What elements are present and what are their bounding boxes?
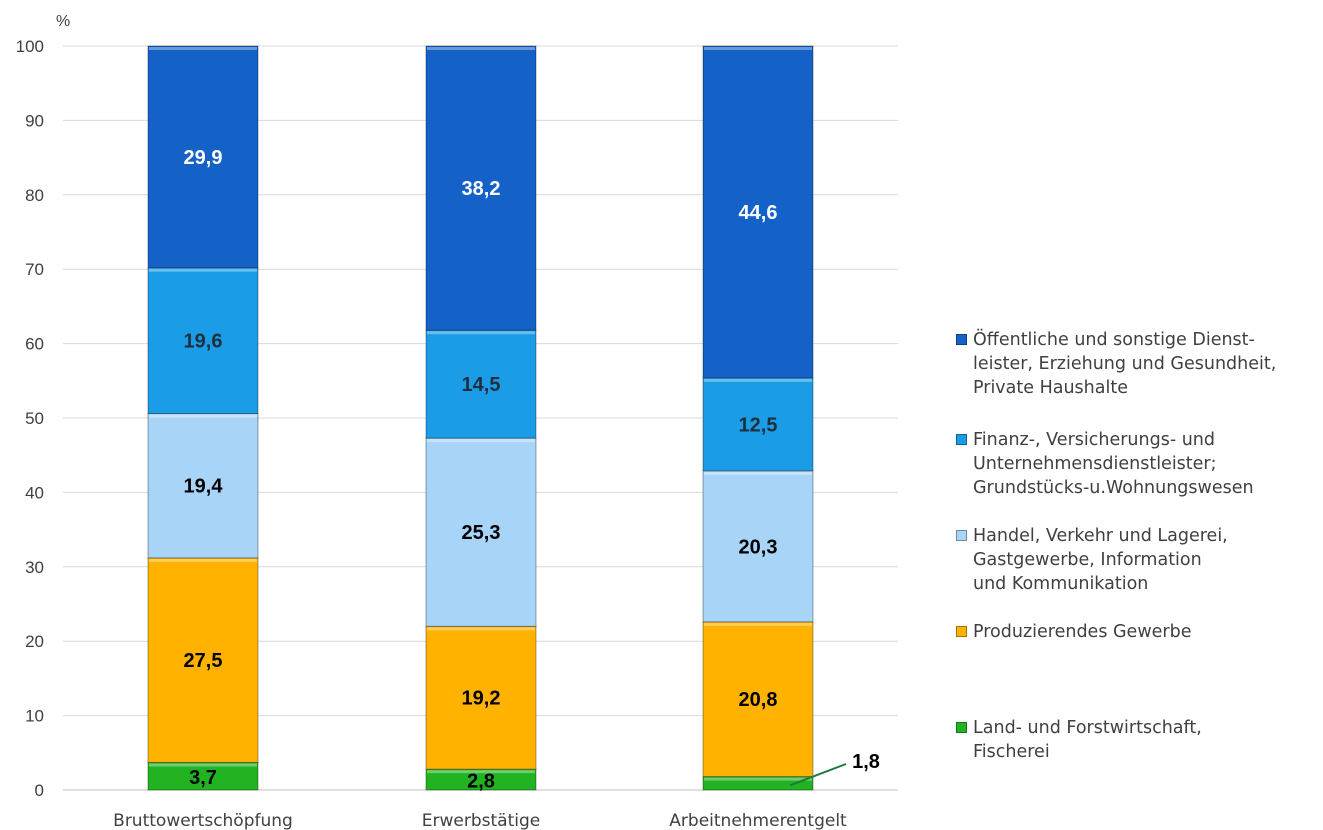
legend-label: Öffentliche und sonstige Dienst- leister… (973, 330, 1277, 398)
data-label: 20,3 (739, 536, 778, 558)
leader-line (789, 763, 847, 787)
y-tick-label: 70 (25, 260, 44, 279)
bar-segment-highlight (704, 47, 812, 50)
y-tick-label: 10 (25, 707, 44, 726)
legend-swatch (956, 626, 967, 637)
legend-item: Finanz-, Versicherungs- und Unternehmens… (956, 428, 1254, 500)
y-tick-label: 50 (25, 409, 44, 428)
bar-segment-highlight (427, 439, 535, 443)
bar-segment-highlight (149, 47, 257, 50)
legend-item: Handel, Verkehr und Lagerei, Gastgewerbe… (956, 524, 1228, 596)
data-label: 19,2 (462, 688, 501, 710)
data-label: 14,5 (462, 374, 501, 396)
x-axis-tick-labels: Bruttowertschöpfung Erwerbstätige Arbeitne… (113, 811, 847, 830)
data-label: 19,4 (184, 476, 224, 498)
bar-segment-highlight (149, 268, 257, 272)
legend-item: Produzierendes Gewerbe (956, 620, 1191, 644)
bar-segments (147, 45, 814, 791)
y-tick-label: 80 (25, 186, 44, 205)
bar-segment (702, 470, 814, 623)
bar-segment (147, 413, 259, 559)
data-labels: 3,7 27,5 19,4 19,6 29,9 2,8 19,2 25,3 14,5 38,2 1,… (184, 147, 880, 793)
bar-segment-highlight (149, 763, 257, 767)
bar-segment-highlight (427, 627, 535, 631)
bar-segment-highlight (704, 777, 812, 781)
bar-segment-highlight (427, 47, 535, 50)
bar-segment (425, 437, 537, 627)
legend-swatch (956, 434, 967, 445)
legend-label: Produzierendes Gewerbe (973, 622, 1192, 642)
y-axis-unit-label: % (56, 13, 70, 30)
data-label: 1,8 (852, 751, 880, 773)
legend-swatch (956, 530, 967, 541)
bar-segment (425, 329, 537, 439)
x-tick-label: Arbeitnehmerentgelt (669, 811, 847, 830)
data-label: 27,5 (184, 650, 223, 672)
legend-label: Finanz-, Versicherungs- und Unternehmens… (973, 430, 1254, 498)
data-label: 19,6 (184, 331, 223, 353)
data-label: 3,7 (189, 767, 217, 789)
legend-swatch (956, 334, 967, 345)
legend-label: Handel, Verkehr und Lagerei, Gastgewerbe… (973, 526, 1228, 594)
legend: Öffentliche und sonstige Dienst- leister… (956, 0, 1316, 830)
data-label: 29,9 (184, 147, 223, 169)
y-axis-tick-labels: 0 10 20 30 40 50 60 70 80 90 100 (16, 37, 44, 800)
bar-segment-highlight (704, 471, 812, 475)
y-tick-label: 30 (25, 558, 44, 577)
bar-segment (147, 45, 259, 269)
y-tick-label: 100 (16, 37, 44, 56)
data-label: 25,3 (462, 522, 501, 544)
data-label: 38,2 (462, 178, 501, 200)
x-tick-label: Bruttowertschöpfung (113, 811, 293, 830)
bar-segment (702, 377, 814, 472)
legend-swatch (956, 722, 967, 733)
y-tick-label: 40 (25, 483, 44, 502)
x-tick-label: Erwerbstätige (422, 811, 540, 830)
bar-segment (425, 45, 537, 331)
bar-segment-highlight (149, 558, 257, 562)
bar-segment-highlight (149, 414, 257, 418)
data-label: 12,5 (739, 414, 778, 436)
bar-segment-highlight (704, 622, 812, 626)
legend-item: Öffentliche und sonstige Dienst- leister… (956, 328, 1276, 400)
y-tick-label: 60 (25, 335, 44, 354)
bar-segment-highlight (427, 331, 535, 335)
y-tick-label: 20 (25, 632, 44, 651)
y-tick-label: 0 (35, 781, 44, 800)
y-tick-label: 90 (25, 111, 44, 130)
bar-segment-highlight (704, 378, 812, 382)
bar-segment (147, 267, 259, 415)
bar-segment (147, 557, 259, 763)
bar-segment (702, 45, 814, 379)
data-label: 20,8 (739, 689, 778, 711)
legend-item: Land- und Forstwirtschaft, Fischerei (956, 716, 1202, 764)
data-label: 2,8 (467, 771, 495, 793)
data-label: 44,6 (739, 202, 778, 224)
bar-segment (702, 621, 814, 778)
legend-label: Land- und Forstwirtschaft, Fischerei (973, 718, 1202, 762)
bar-segment-highlight (427, 770, 535, 774)
